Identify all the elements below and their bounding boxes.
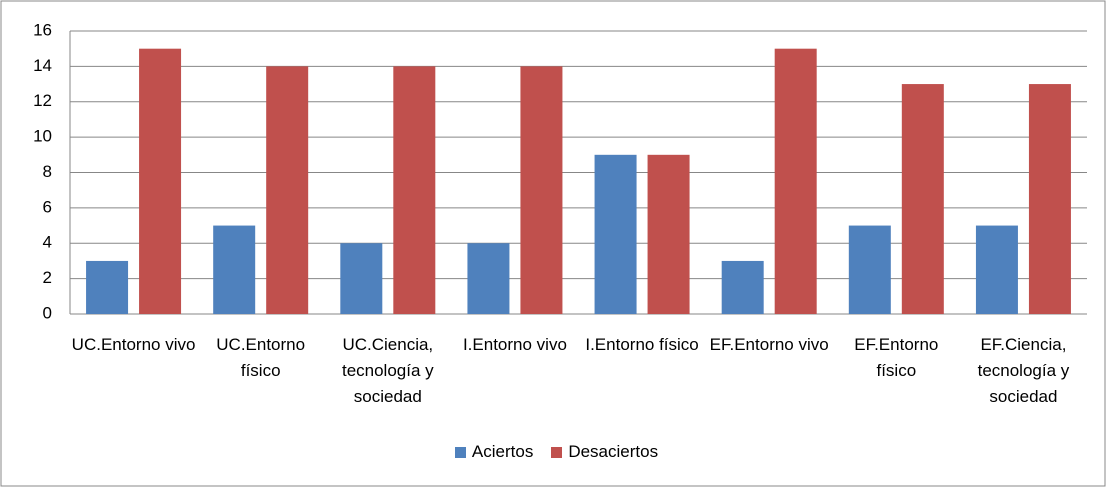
x-tick-label: EF.Entorno físico bbox=[854, 335, 939, 380]
bar bbox=[1028, 84, 1071, 314]
bar bbox=[975, 225, 1018, 314]
bar bbox=[901, 84, 944, 314]
y-tick-label: 2 bbox=[43, 268, 52, 287]
x-tick-label: I.Entorno físico bbox=[585, 335, 699, 354]
y-tick-label: 10 bbox=[33, 127, 52, 146]
bar bbox=[393, 66, 436, 314]
bar bbox=[86, 260, 129, 314]
y-tick-label: 8 bbox=[43, 162, 52, 181]
bar bbox=[848, 225, 891, 314]
legend-label: Desaciertos bbox=[568, 442, 659, 461]
y-tick-label: 4 bbox=[43, 233, 52, 252]
y-tick-label: 12 bbox=[33, 91, 52, 110]
x-tick-label: UC.Entorno vivo bbox=[71, 335, 196, 354]
x-tick-label: UC.Ciencia, tecnología y sociedad bbox=[341, 335, 434, 406]
bar bbox=[594, 154, 637, 314]
bar bbox=[520, 66, 563, 314]
y-tick-label: 14 bbox=[33, 56, 52, 75]
bar bbox=[647, 154, 690, 314]
legend-label: Aciertos bbox=[471, 442, 534, 461]
legend-item: Desaciertos bbox=[551, 442, 658, 462]
bar bbox=[266, 66, 309, 314]
y-tick-label: 16 bbox=[33, 20, 52, 39]
y-tick-label: 6 bbox=[43, 197, 52, 216]
bar bbox=[213, 225, 256, 314]
bar bbox=[721, 260, 764, 314]
legend-item: Aciertos bbox=[454, 442, 534, 462]
legend-swatch bbox=[454, 446, 466, 458]
x-tick-label: EF.Ciencia, tecnología y sociedad bbox=[977, 335, 1070, 406]
legend-swatch bbox=[551, 446, 563, 458]
x-tick-label: UC.Entorno físico bbox=[216, 335, 306, 380]
y-tick-label: 0 bbox=[43, 303, 52, 322]
bar bbox=[774, 48, 817, 314]
x-tick-label: I.Entorno vivo bbox=[462, 335, 567, 354]
bar bbox=[139, 48, 182, 314]
legend: Aciertos Desaciertos bbox=[0, 442, 1113, 462]
x-tick-label: EF.Entorno vivo bbox=[709, 335, 829, 354]
bar bbox=[340, 243, 383, 314]
bar bbox=[467, 243, 510, 314]
